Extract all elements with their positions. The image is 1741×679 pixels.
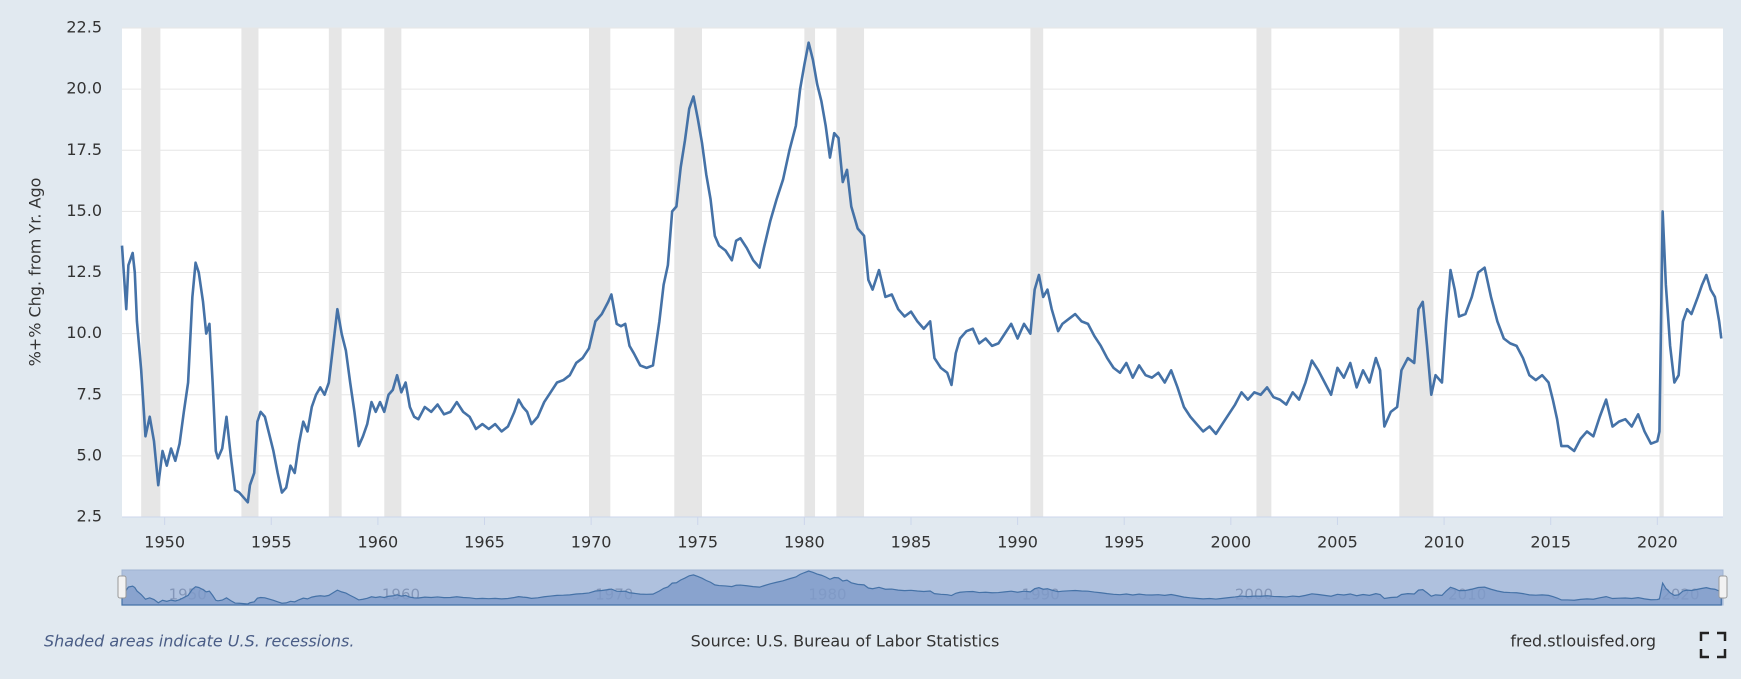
- y-tick-label: 10.0: [66, 323, 102, 342]
- x-tick-label: 1960: [358, 533, 399, 552]
- navigator-handle[interactable]: [1718, 575, 1728, 599]
- x-tick-label: 1950: [144, 533, 185, 552]
- y-tick-label: 5.0: [77, 445, 102, 464]
- y-tick-label: 22.5: [66, 18, 102, 37]
- site: fred.stlouisfed.org: [1510, 632, 1656, 651]
- x-tick-label: 2000: [1210, 533, 1251, 552]
- x-tick-label: 1980: [784, 533, 825, 552]
- y-tick-label: 17.5: [66, 140, 102, 159]
- y-axis-label: %+% Chg. from Yr. Ago: [26, 178, 45, 367]
- y-tick-label: 7.5: [77, 384, 102, 403]
- x-tick-label: 1995: [1104, 533, 1145, 552]
- y-tick-label: 12.5: [66, 262, 102, 281]
- x-tick-label: 1985: [891, 533, 932, 552]
- x-tick-label: 1975: [677, 533, 718, 552]
- y-tick-label: 20.0: [66, 79, 102, 98]
- x-tick-label: 2020: [1637, 533, 1678, 552]
- navigator-area: [121, 570, 1722, 606]
- series-line: [120, 41, 1723, 504]
- x-tick-label: 2005: [1317, 533, 1358, 552]
- y-tick-label: 15.0: [66, 201, 102, 220]
- y-tick-label: 2.5: [77, 507, 102, 526]
- x-tick-label: 1955: [251, 533, 292, 552]
- fullscreen-icon[interactable]: [1699, 631, 1727, 659]
- x-tick-label: 1970: [571, 533, 612, 552]
- x-tick-label: 1990: [997, 533, 1038, 552]
- x-tick-label: 1965: [464, 533, 505, 552]
- footer-note: Shaded areas indicate U.S. recessions.: [44, 632, 354, 651]
- x-tick-label: 2010: [1424, 533, 1465, 552]
- x-tick-label: 2015: [1530, 533, 1571, 552]
- source: Source: U.S. Bureau of Labor Statistics: [691, 632, 1000, 651]
- navigator-handle[interactable]: [117, 575, 127, 599]
